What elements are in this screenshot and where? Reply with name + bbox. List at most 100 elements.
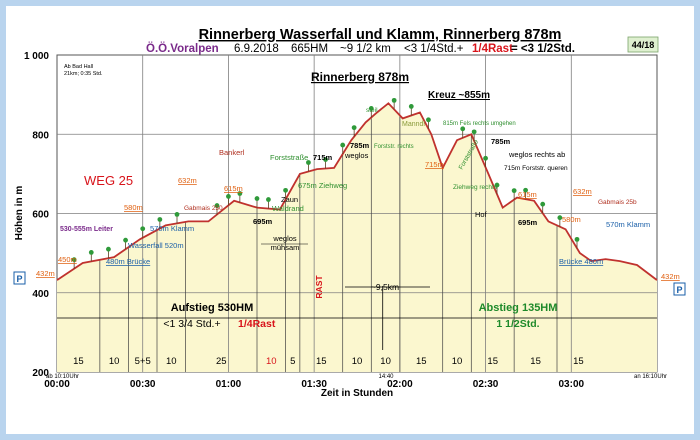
x-tick-label: 03:00 [558, 379, 584, 390]
profile-line [56, 102, 658, 281]
label-aufstieg2a: <1 3/4 Std.+ [163, 318, 220, 330]
x-tick-label: 02:30 [473, 379, 499, 390]
label-klamm570_left: 570m Klamm [150, 224, 194, 233]
label-weglos_left: weglos [344, 151, 369, 160]
tree-icon [214, 203, 220, 208]
region-label: Ö.Ö.Voralpen [146, 42, 219, 55]
segment-minutes-label: 15 [487, 356, 498, 367]
x-tick-label: 00:30 [130, 379, 156, 390]
tree-icon [460, 126, 466, 132]
label-bankerl: Bankerl [219, 148, 245, 157]
label-e632_left: 632m [178, 176, 197, 185]
tree-icon [254, 196, 260, 201]
label-gabmais250: Gabmais 250 [184, 205, 223, 212]
tree-icon [408, 104, 414, 109]
tree-icon [266, 197, 271, 202]
y-tick-label: 600 [32, 210, 49, 221]
tree-icon [106, 246, 111, 252]
tree-icon [391, 97, 397, 103]
distance-label: ~9 1/2 km [340, 43, 391, 55]
label-weglos1: weglos [272, 234, 297, 243]
label-bruecke480_right: Brücke 480m [559, 257, 603, 266]
start-parking-icon [13, 271, 26, 285]
tree-icon [351, 125, 357, 131]
label-wasserfall: Wasserfall 520m [128, 241, 184, 250]
label-e695_right: 695m [518, 218, 538, 227]
label-summit_label: Rinnerberg 878m [311, 70, 409, 84]
label-time_1440: 14:40 [378, 374, 394, 380]
label-klamm570_right: 570m Klamm [606, 220, 650, 229]
y-tick-label: 200 [32, 368, 49, 379]
badge-label: 44/18 [632, 40, 655, 50]
tree-icon [283, 187, 288, 193]
tree-icon [306, 160, 311, 165]
label-rast: RAST [314, 275, 324, 299]
label-gabmais25b: Gabmais 25b [598, 199, 637, 206]
x-tick-label: 02:00 [387, 379, 413, 390]
segment-minutes-label: 25 [216, 356, 227, 367]
segment-minutes-label: 10 [166, 356, 177, 367]
label-time_start: ab 10:10Uhr [46, 374, 79, 380]
x-axis-label: Zeit in Stunden [321, 388, 393, 399]
label-weg: WEG 25 [84, 173, 133, 188]
tree-icon [340, 142, 346, 148]
tree-icon [123, 237, 128, 243]
tree-icon [323, 157, 328, 162]
y-tick-label: 400 [32, 289, 49, 300]
tree-icon [523, 187, 528, 193]
label-forststr_rechts: Forststr. rechts [374, 144, 414, 150]
segment-minutes-label: 5 [290, 356, 295, 367]
segment-minutes-label: 5+5 [135, 356, 151, 367]
label-e432_right: 432m [661, 272, 680, 281]
tree-icon [574, 236, 580, 242]
label-forststrasse: Forststraße [270, 153, 308, 162]
label-e580_right: 580m [562, 215, 581, 224]
label-e785_right: 785m [491, 137, 511, 146]
x-tick-label: 01:00 [216, 379, 242, 390]
segment-minutes-label: 15 [73, 356, 84, 367]
segment-minutes-label: 10 [109, 356, 120, 367]
end-parking-icon-label: P [676, 285, 682, 295]
label-abstieg1: Abstieg 135HM [479, 302, 558, 314]
x-tick-label: 00:00 [44, 379, 70, 390]
end-parking-icon [673, 282, 686, 296]
label-time_end: an 16:10Uhr [634, 374, 667, 380]
date-label: 6.9.2018 [234, 43, 279, 55]
tree-icon [557, 215, 563, 221]
label-leiter: 530-555m Leiter [60, 226, 113, 233]
label-mannl: Manndl [402, 121, 425, 128]
label-e695_left: 695m [253, 217, 273, 226]
tree-icon [426, 117, 431, 123]
rest-label: 1/4Rast [472, 43, 513, 55]
label-ziehweg: 675m Ziehweg [298, 181, 347, 190]
label-steil: steil [366, 107, 378, 114]
label-kreuz: Kreuz ~855m [428, 90, 490, 101]
total-time-label: = <3 1/2Std. [511, 43, 575, 55]
profile-area [57, 103, 657, 373]
label-forststr_queren: 715m Forststr. queren [504, 165, 568, 172]
tree-icon [237, 191, 243, 196]
tree-icon [174, 212, 180, 217]
label-e715_left: 715m [313, 153, 333, 162]
y-tick-label: 1 000 [24, 51, 49, 62]
badge-box [627, 36, 659, 53]
plot-area [13, 54, 686, 373]
label-zaun2: Waldrand [272, 204, 304, 213]
label-e715_right: 715m [425, 160, 444, 169]
label-weglos_rechts: weglos rechts ab [508, 150, 565, 159]
segment-minutes-label: 15 [316, 356, 327, 367]
label-weglos2: mühsam [271, 243, 300, 252]
label-e632_right: 632m [573, 187, 592, 196]
tree-icon [540, 201, 546, 207]
label-ziehweg_rechts: Ziehweg rechts [453, 184, 498, 191]
chart-title: Rinnerberg Wasserfall und Klamm, Rinnerb… [199, 27, 562, 43]
label-distance_mid: ~9,5km [371, 282, 399, 292]
label-e580: 580m [124, 203, 143, 212]
label-e785_left: 785m [350, 141, 370, 150]
tree-icon [226, 193, 231, 199]
tree-icon [471, 129, 477, 135]
tree-icon [494, 182, 500, 188]
segment-minutes-label: 10 [452, 356, 463, 367]
